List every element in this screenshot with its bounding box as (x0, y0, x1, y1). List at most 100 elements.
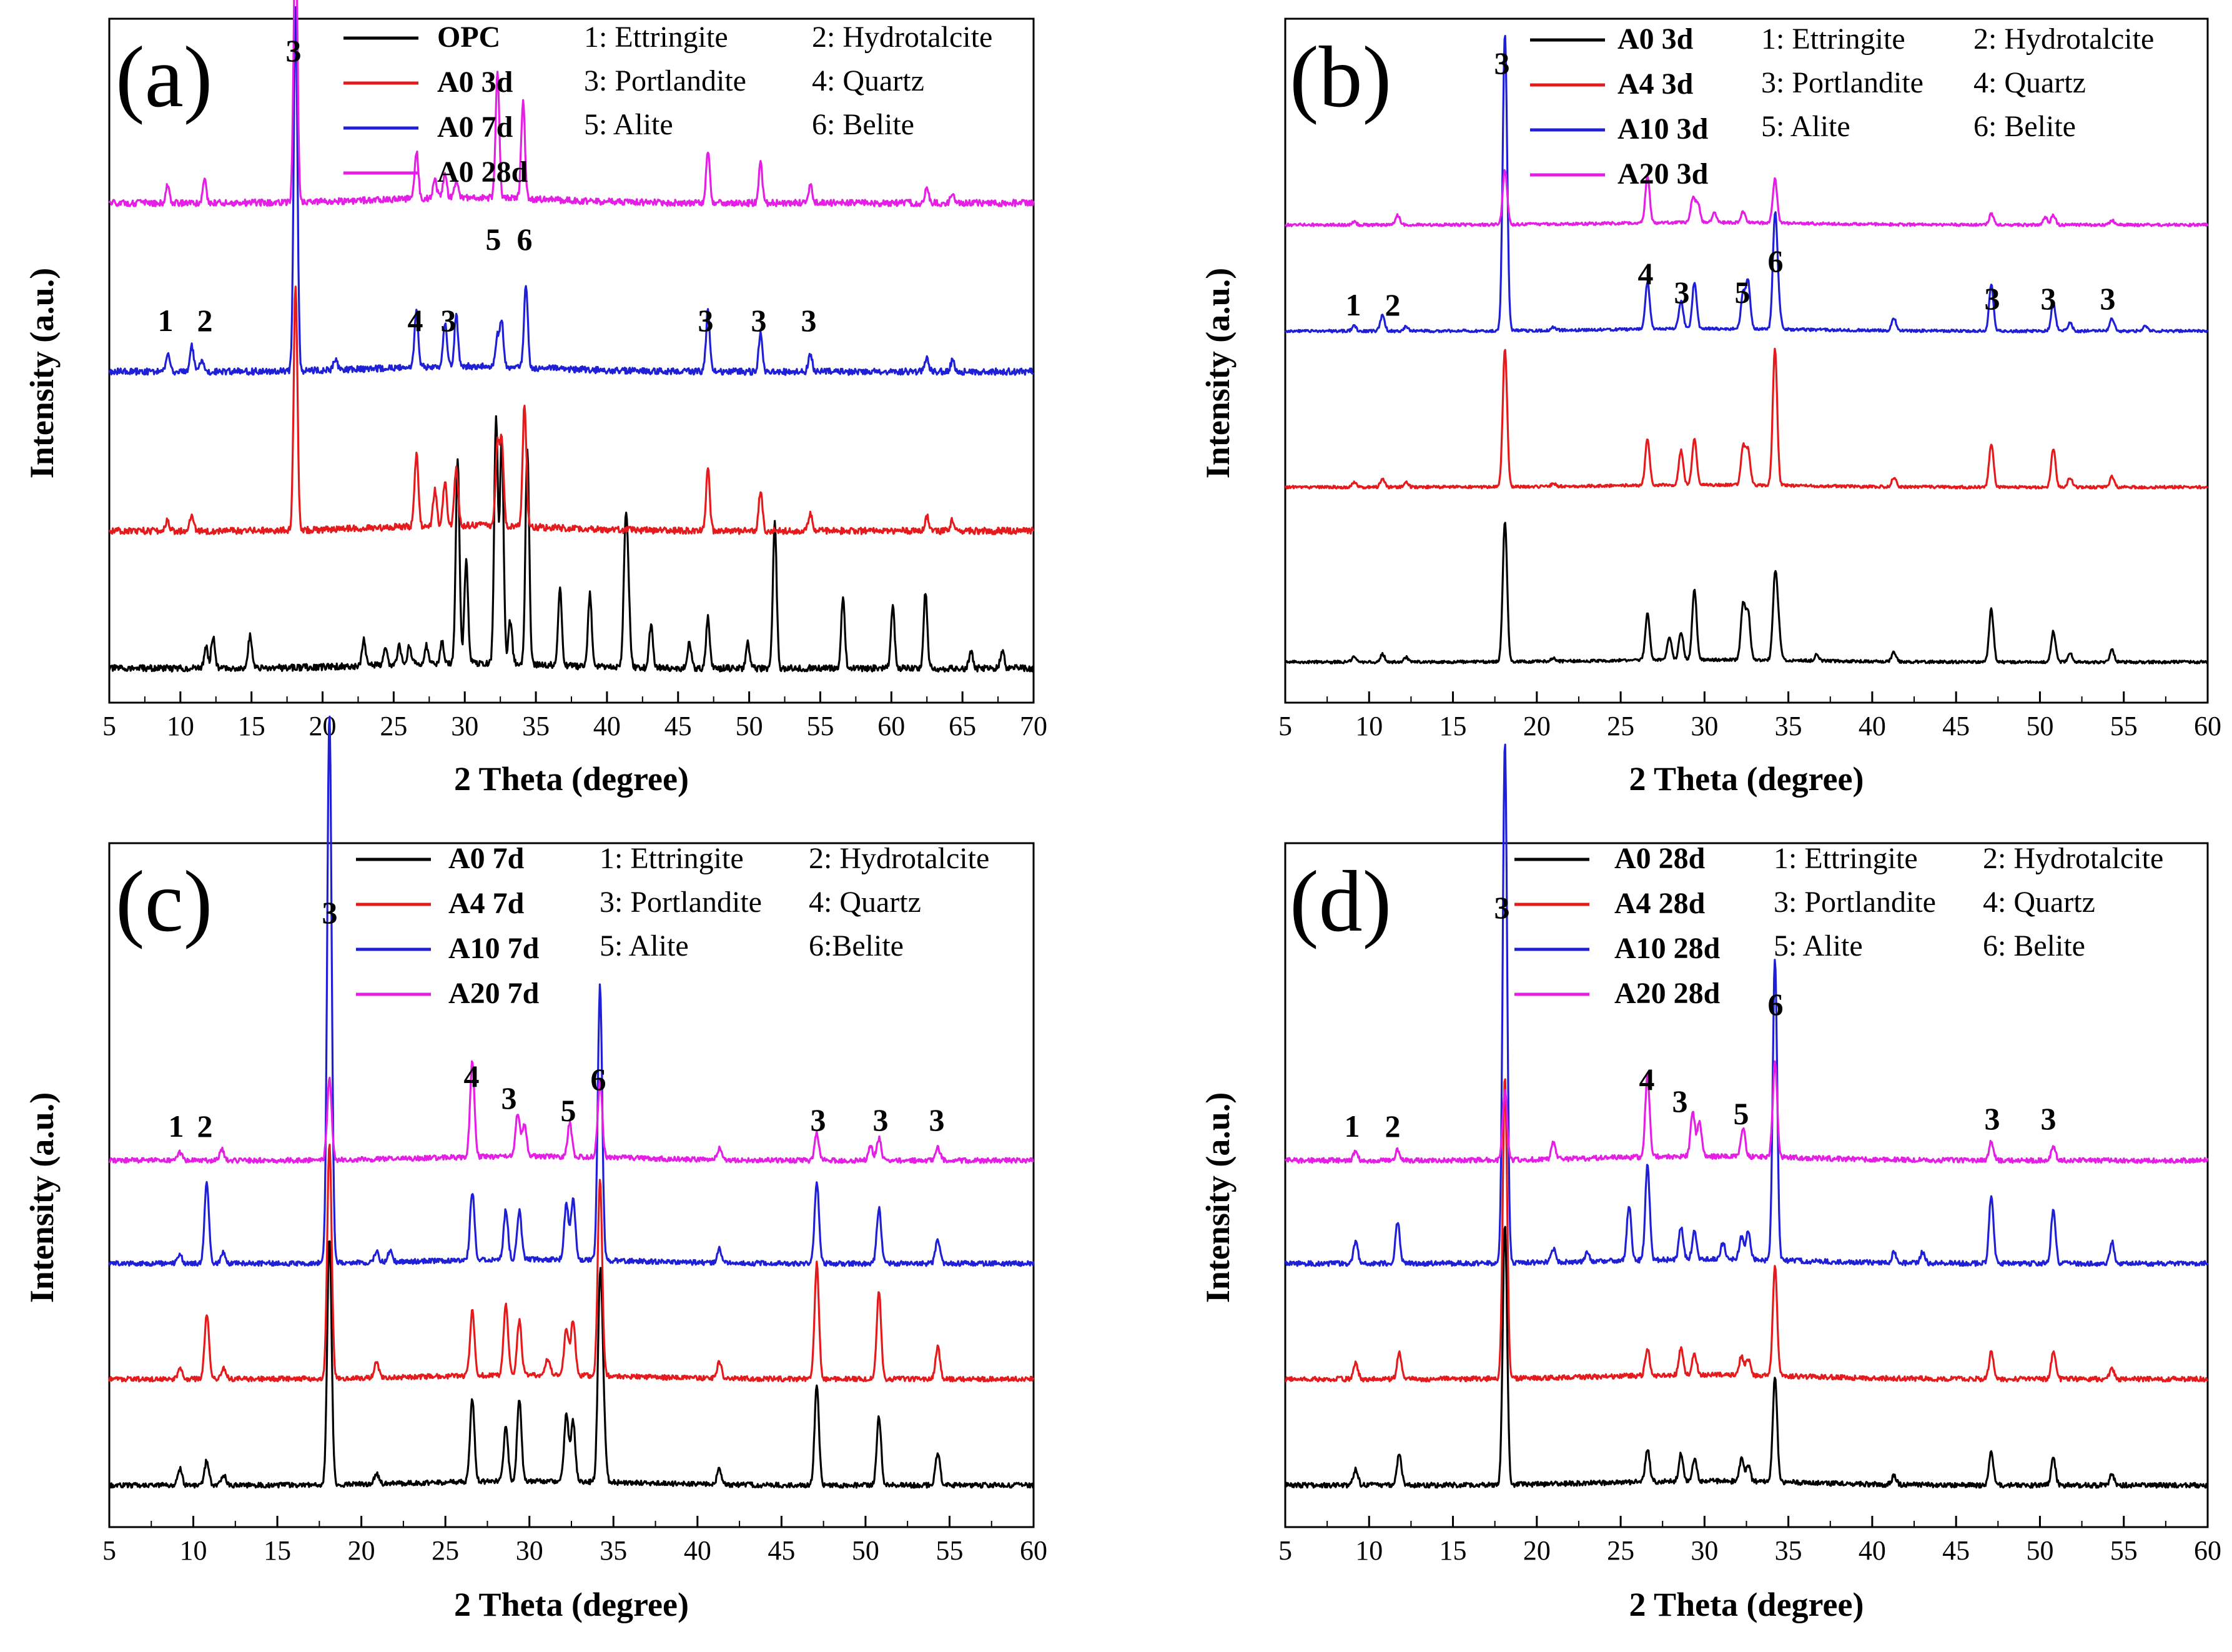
peak-label: 3 (2041, 281, 2057, 316)
panel-b: 5 10 15 20 25 30 35 40 45 50 55 602 Theta (degree)I… (1199, 17, 2221, 798)
legend-label: A20 3d (1617, 157, 1709, 190)
peak-label: 3 (698, 303, 714, 338)
peak-label: 2 (1385, 287, 1401, 322)
x-axis-title: 2 Theta (degree) (1629, 1586, 1864, 1623)
peak-label: 2 (197, 1109, 213, 1144)
x-tick-label: 45 (664, 711, 692, 741)
x-tick-label: 35 (1775, 1535, 1802, 1566)
peak-label: 1 (158, 303, 174, 338)
x-tick-label: 60 (2194, 1535, 2221, 1566)
x-tick-label: 45 (768, 1535, 795, 1566)
pattern-a4-28d (1285, 1078, 2209, 1383)
x-tick-label: 50 (2026, 711, 2053, 741)
x-tick-label: 20 (309, 711, 337, 741)
x-tick-label: 10 (1355, 711, 1383, 741)
legend-label: A0 7d (437, 111, 513, 144)
x-tick-label: 5 (102, 1535, 116, 1566)
x-tick-label: 40 (1859, 1535, 1886, 1566)
x-tick-label: 40 (684, 1535, 711, 1566)
peak-label: 3 (322, 895, 338, 930)
legend-label: A4 28d (1614, 887, 1706, 920)
phase-key-entry: 6:Belite (809, 929, 904, 962)
peak-label: 1 (1346, 287, 1361, 322)
panel-label: (d) (1290, 853, 1391, 950)
peak-label: 2 (1385, 1109, 1401, 1144)
peak-label: 3 (1985, 1101, 2000, 1136)
peak-label: 6 (1768, 987, 1784, 1022)
x-tick-label: 55 (2110, 711, 2138, 741)
peak-label: 3 (2041, 1101, 2057, 1136)
x-tick-label: 25 (1607, 1535, 1634, 1566)
peak-label: 4 (1639, 1062, 1655, 1097)
x-tick-label: 20 (1523, 711, 1551, 741)
pattern-a0-3d (108, 285, 1035, 535)
peak-label: 3 (1985, 281, 2000, 316)
legend-label: A0 28d (1614, 842, 1706, 875)
peak-label: 4 (408, 303, 423, 338)
x-tick-label: 25 (380, 711, 407, 741)
pattern-a0-28d (108, 0, 1035, 207)
x-tick-label: 20 (1523, 1535, 1551, 1566)
peak-label: 6 (517, 222, 533, 257)
peak-label: 3 (873, 1102, 889, 1137)
pattern-a10-28d (1284, 743, 2209, 1267)
x-tick-label: 5 (1278, 711, 1292, 741)
y-axis-title: Intensity (a.u.) (1199, 1092, 1237, 1303)
phase-key-entry: 1: Ettringite (1761, 22, 1905, 56)
peak-label: 5 (486, 222, 501, 257)
x-tick-label: 35 (600, 1535, 627, 1566)
x-tick-label: 30 (451, 711, 478, 741)
peak-label: 3 (1672, 1084, 1688, 1119)
phase-key-entry: 3: Portlandite (1761, 66, 1923, 99)
y-axis-title: Intensity (a.u.) (23, 268, 61, 479)
phase-key-entry: 2: Hydrotalcite (809, 842, 989, 875)
legend-label: OPC (437, 21, 500, 54)
pattern-a0-7d (109, 1240, 1035, 1489)
legend-label: A20 28d (1614, 977, 1721, 1010)
peak-label: 4 (464, 1059, 480, 1094)
legend-label: A4 7d (448, 887, 525, 920)
panel-label: (c) (116, 853, 212, 950)
peak-label: 5 (561, 1093, 576, 1128)
x-tick-label: 5 (102, 711, 116, 741)
x-tick-label: 10 (180, 1535, 207, 1566)
x-tick-label: 45 (1942, 711, 1970, 741)
pattern-a10-3d (1284, 34, 2209, 334)
x-axis-title: 2 Theta (degree) (454, 760, 689, 798)
x-tick-label: 60 (1020, 1535, 1047, 1566)
peak-label: 3 (811, 1102, 826, 1137)
x-tick-label: 55 (2110, 1535, 2138, 1566)
pattern-a20-3d (1284, 169, 2209, 227)
x-tick-label: 10 (167, 711, 194, 741)
x-tick-label: 15 (1439, 711, 1467, 741)
phase-key-entry: 2: Hydrotalcite (1983, 842, 2163, 875)
phase-key-entry: 6: Belite (812, 108, 914, 141)
peak-label: 2 (197, 303, 213, 338)
phase-key-entry: 2: Hydrotalcite (812, 21, 992, 54)
x-tick-label: 20 (348, 1535, 375, 1566)
peak-label: 5 (1735, 275, 1751, 310)
phase-key-entry: 4: Quartz (1973, 66, 2086, 99)
legend-label: A4 3d (1617, 67, 1694, 101)
peak-label: 3 (501, 1081, 517, 1115)
x-axis-title: 2 Theta (degree) (1629, 760, 1864, 798)
pattern-a0-28d (1284, 1225, 2209, 1489)
x-tick-label: 35 (1775, 711, 1802, 741)
x-tick-label: 60 (2194, 711, 2221, 741)
peak-label: 3 (751, 303, 767, 338)
phase-key-entry: 3: Portlandite (1774, 886, 1936, 919)
x-tick-label: 15 (264, 1535, 291, 1566)
panel-c: 5 10 15 20 25 30 35 40 45 50 55 602 Theta (degree)I… (23, 715, 1047, 1623)
phase-key-entry: 1: Ettringite (1774, 842, 1918, 875)
panel-d: 5 10 15 20 25 30 35 40 45 50 55 602 Theta (degree)I… (1199, 743, 2221, 1623)
peak-label: 3 (441, 303, 457, 338)
x-axis-title: 2 Theta (degree) (454, 1586, 689, 1623)
pattern-a20-7d (108, 1060, 1034, 1164)
phase-key-entry: 5: Alite (600, 929, 689, 962)
pattern-opc (108, 415, 1034, 673)
x-tick-label: 50 (736, 711, 763, 741)
x-tick-label: 15 (238, 711, 265, 741)
panel-label: (b) (1290, 29, 1391, 126)
phase-key-entry: 5: Alite (1761, 110, 1850, 143)
